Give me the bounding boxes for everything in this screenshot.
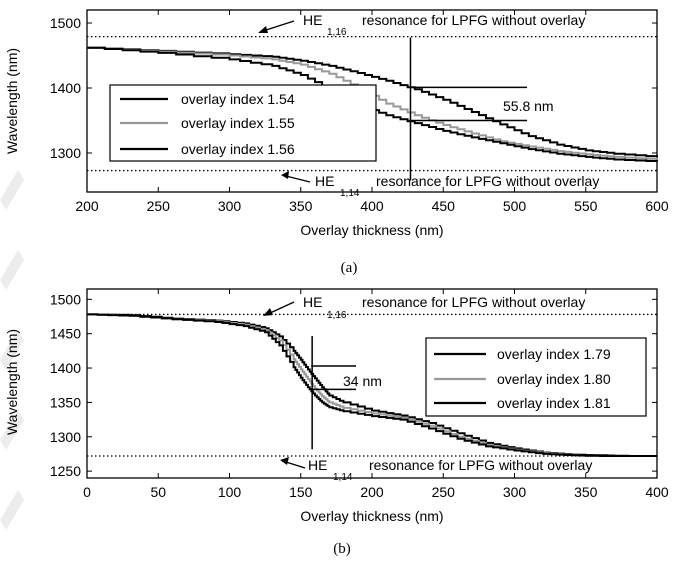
y-tick-label: 1250 [50, 463, 81, 479]
ref-top-subscript: 1,16 [327, 27, 347, 38]
annotation-label: 34 nm [343, 373, 382, 389]
reference-label-top: HE 1,16 resonance for LPFG without overl… [263, 294, 585, 321]
legend-label-3: overlay index 1.56 [181, 141, 295, 157]
series-line-3 [87, 46, 658, 162]
ref-bottom-label: HE [308, 457, 327, 473]
ticks: 200 250 300 350 400 450 500 550 600 1300 1400 1500 [50, 10, 669, 214]
reference-label-bottom: HE 1,14 resonance for LPFG without overl… [280, 457, 592, 483]
x-tick-label: 450 [432, 198, 456, 214]
reference-label-top: HE 1,16 resonance for LPFG without overl… [258, 12, 585, 38]
ref-top-label: HE [303, 12, 322, 28]
ticks: 0 50 100 150 200 250 300 350 400 1250 1300 1350 1400… [50, 289, 669, 500]
ref-bottom-text: resonance for LPFG without overlay [376, 173, 599, 189]
ref-bottom-label: HE [315, 173, 334, 189]
x-tick-label: 300 [218, 198, 242, 214]
y-tick-label: 1400 [50, 80, 81, 96]
legend-label-3: overlay index 1.81 [497, 395, 611, 411]
ref-bottom-text: resonance for LPFG without overlay [369, 457, 592, 473]
series-lines [87, 313, 657, 457]
difference-annotation [409, 37, 527, 181]
x-tick-label: 250 [147, 198, 171, 214]
x-tick-label: 300 [503, 484, 527, 500]
series-lines [87, 46, 658, 162]
y-tick-label: 1500 [50, 291, 81, 307]
x-tick-label: 400 [360, 198, 384, 214]
legend: overlay index 1.79 overlay index 1.80 ov… [425, 337, 647, 417]
y-tick-label: 1400 [50, 360, 81, 376]
legend: overlay index 1.54 overlay index 1.55 ov… [109, 84, 377, 162]
y-tick-label: 1450 [50, 326, 81, 342]
y-tick-label: 1300 [50, 145, 81, 161]
x-tick-label: 50 [150, 484, 166, 500]
chart-panel-b: 0 50 100 150 200 250 300 350 400 1250 1300 1350 1400… [4, 288, 669, 557]
x-tick-label: 550 [574, 198, 598, 214]
legend-label-1: overlay index 1.54 [181, 91, 295, 107]
x-tick-label: 350 [574, 484, 598, 500]
series-line-3 [87, 313, 657, 457]
x-tick-label: 250 [432, 484, 456, 500]
ref-top-text: resonance for LPFG without overlay [362, 12, 585, 28]
y-tick-label: 1350 [50, 394, 81, 410]
x-tick-label: 100 [218, 484, 242, 500]
panel-caption: (b) [333, 541, 351, 557]
legend-label-2: overlay index 1.80 [497, 371, 611, 387]
y-tick-label: 1300 [50, 429, 81, 445]
ref-bottom-subscript: 1,14 [340, 188, 360, 199]
legend-label-1: overlay index 1.79 [497, 346, 611, 362]
chart-panel-a: 200 250 300 350 400 450 500 550 600130014001500 … [4, 9, 669, 276]
difference-annotation [311, 335, 356, 450]
reference-lines [87, 313, 657, 457]
series-line-2 [87, 46, 658, 160]
ref-bottom-subscript: 1,14 [333, 472, 353, 483]
x-tick-label: 200 [360, 484, 384, 500]
x-axis-label: Overlay thickness (nm) [300, 508, 443, 524]
series-line-1 [87, 46, 658, 158]
reference-lines [87, 36, 657, 172]
x-tick-label: 200 [75, 198, 99, 214]
legend-label-2: overlay index 1.55 [181, 115, 295, 131]
ref-top-label: HE [303, 294, 322, 310]
reference-label-bottom: HE 1,14 resonance for LPFG without overl… [281, 171, 599, 199]
x-tick-label: 350 [289, 198, 313, 214]
y-tick-label: 1500 [50, 15, 81, 31]
y-axis-label: Wavelength (nm) [4, 48, 20, 154]
x-tick-label: 0 [83, 484, 91, 500]
watermark-marks [0, 170, 24, 530]
x-axis-label: Overlay thickness (nm) [300, 222, 443, 238]
ref-top-subscript: 1,16 [327, 310, 347, 321]
x-tick-label: 500 [503, 198, 527, 214]
ref-top-text: resonance for LPFG without overlay [362, 294, 585, 310]
annotation-label: 55.8 nm [503, 98, 554, 114]
x-tick-label: 150 [289, 484, 313, 500]
y-axis-label: Wavelength (nm) [4, 329, 20, 435]
x-tick-label: 400 [645, 484, 669, 500]
x-tick-label: 600 [645, 198, 669, 214]
panel-caption: (a) [341, 260, 358, 276]
